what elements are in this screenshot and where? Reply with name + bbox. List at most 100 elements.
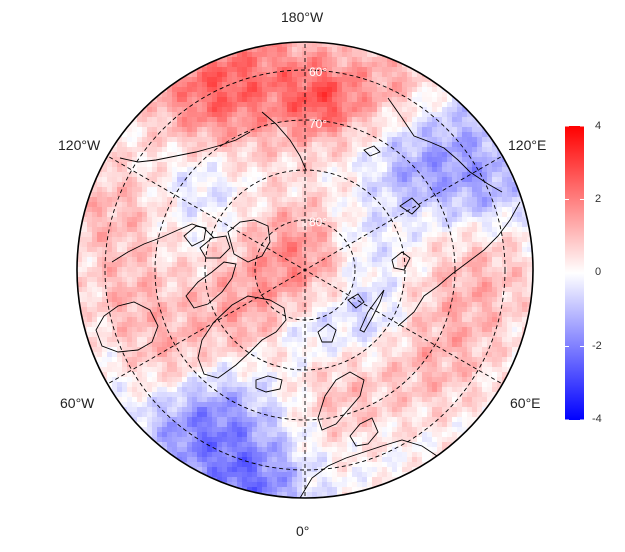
field-cell xyxy=(427,122,433,128)
field-cell xyxy=(367,342,373,348)
field-cell xyxy=(177,102,183,108)
field-cell xyxy=(242,42,248,48)
field-cell xyxy=(342,107,348,113)
field-cell xyxy=(357,237,363,243)
field-cell xyxy=(167,252,173,258)
field-cell xyxy=(357,157,363,163)
field-cell xyxy=(322,167,328,173)
field-cell xyxy=(197,67,203,73)
field-cell xyxy=(222,347,228,353)
field-cell xyxy=(422,147,428,153)
field-cell xyxy=(167,107,173,113)
field-cell xyxy=(422,332,428,338)
field-cell xyxy=(312,87,318,93)
field-cell xyxy=(397,122,403,128)
field-cell xyxy=(177,82,183,88)
field-cell xyxy=(382,342,388,348)
field-cell xyxy=(222,117,228,123)
field-cell xyxy=(202,267,208,273)
field-cell xyxy=(342,147,348,153)
field-cell xyxy=(352,307,358,313)
field-cell xyxy=(282,257,288,263)
field-cell xyxy=(122,322,128,328)
field-cell xyxy=(372,272,378,278)
field-cell xyxy=(187,237,193,243)
field-cell xyxy=(292,307,298,313)
field-cell xyxy=(157,307,163,313)
field-cell xyxy=(447,287,453,293)
field-cell xyxy=(422,117,428,123)
field-cell xyxy=(107,272,113,278)
field-cell xyxy=(412,112,418,118)
field-cell xyxy=(277,112,283,118)
field-cell xyxy=(132,157,138,163)
field-cell xyxy=(452,137,458,143)
field-cell xyxy=(202,292,208,298)
field-cell xyxy=(257,67,263,73)
field-cell xyxy=(302,242,308,248)
field-cell xyxy=(132,342,138,348)
field-cell xyxy=(302,102,308,108)
field-cell xyxy=(437,237,443,243)
field-cell xyxy=(122,182,128,188)
field-cell xyxy=(167,172,173,178)
field-cell xyxy=(377,162,383,168)
field-cell xyxy=(382,92,388,98)
field-cell xyxy=(277,47,283,53)
field-cell xyxy=(332,262,338,268)
field-cell xyxy=(267,312,273,318)
field-cell xyxy=(192,162,198,168)
field-cell xyxy=(357,322,363,328)
field-cell xyxy=(247,72,253,78)
field-cell xyxy=(347,182,353,188)
field-cell xyxy=(407,317,413,323)
field-cell xyxy=(257,152,263,158)
field-cell xyxy=(192,347,198,353)
field-cell xyxy=(352,47,358,53)
field-cell xyxy=(272,102,278,108)
field-cell xyxy=(172,112,178,118)
field-cell xyxy=(257,47,263,53)
field-cell xyxy=(107,277,113,283)
field-cell xyxy=(422,77,428,83)
field-cell xyxy=(242,122,248,128)
field-cell xyxy=(337,277,343,283)
field-cell xyxy=(97,277,103,283)
field-cell xyxy=(387,92,393,98)
field-cell xyxy=(317,202,323,208)
field-cell xyxy=(187,272,193,278)
field-cell xyxy=(327,297,333,303)
field-cell xyxy=(177,197,183,203)
field-cell xyxy=(392,107,398,113)
field-cell xyxy=(442,92,448,98)
field-cell xyxy=(82,307,88,313)
field-cell xyxy=(367,57,373,63)
field-cell xyxy=(197,212,203,218)
field-cell xyxy=(362,137,368,143)
field-cell xyxy=(397,62,403,68)
field-cell xyxy=(437,97,443,103)
field-cell xyxy=(472,352,478,358)
field-cell xyxy=(367,217,373,223)
field-cell xyxy=(217,312,223,318)
field-cell xyxy=(267,342,273,348)
field-cell xyxy=(227,47,233,53)
field-cell xyxy=(157,322,163,328)
field-cell xyxy=(232,287,238,293)
field-cell xyxy=(267,117,273,123)
field-cell xyxy=(152,187,158,193)
field-cell xyxy=(282,107,288,113)
field-cell xyxy=(292,237,298,243)
field-cell xyxy=(352,257,358,263)
field-cell xyxy=(257,222,263,228)
field-cell xyxy=(507,197,513,203)
field-cell xyxy=(467,247,473,253)
field-cell xyxy=(372,257,378,263)
field-cell xyxy=(252,102,258,108)
field-cell xyxy=(462,232,468,238)
field-cell xyxy=(427,227,433,233)
field-cell xyxy=(402,312,408,318)
field-cell xyxy=(287,47,293,53)
field-cell xyxy=(272,267,278,273)
field-cell xyxy=(417,162,423,168)
